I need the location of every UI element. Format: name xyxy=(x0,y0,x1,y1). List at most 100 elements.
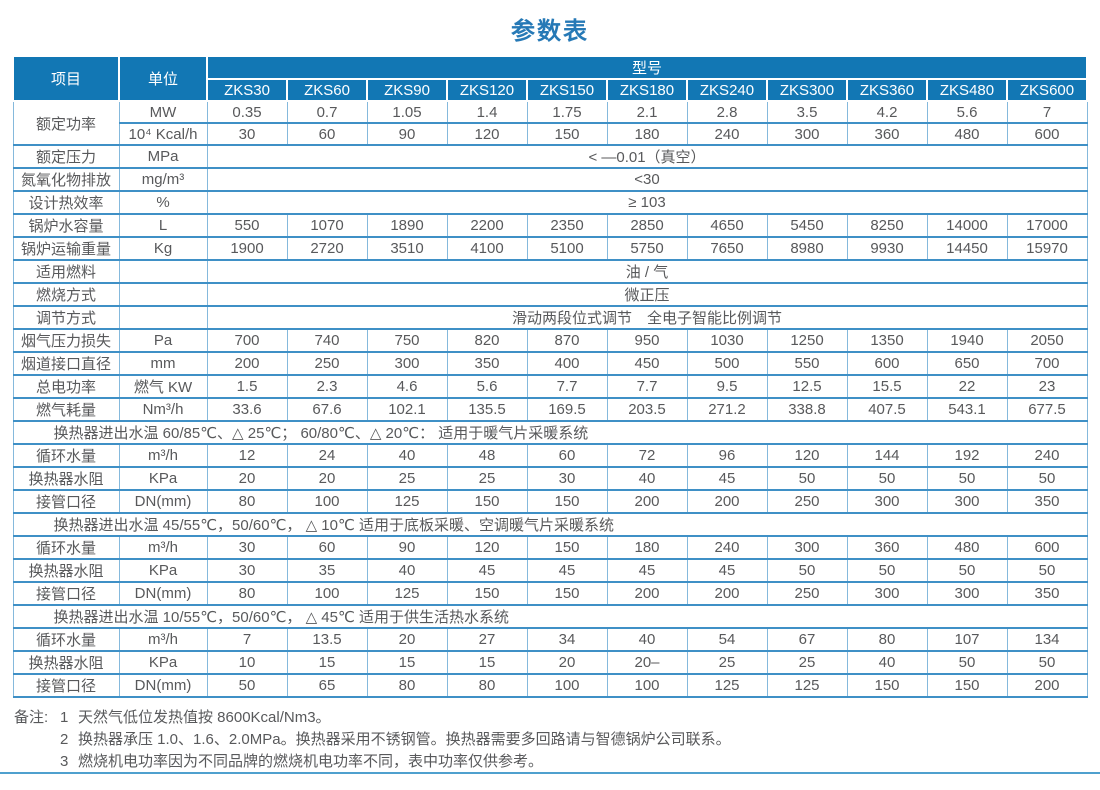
value-cell: 1030 xyxy=(686,328,768,353)
table-row: 接管口径 DN(mm) 80 100 125 150 150 200 200 250 300 30… xyxy=(12,489,1088,514)
value-cell: 450 xyxy=(606,351,688,376)
value-cell: 80 xyxy=(206,489,288,514)
value-cell: 80 xyxy=(366,673,448,698)
value-cell: 15 xyxy=(446,650,528,675)
value-cell: 1.4 xyxy=(446,100,528,124)
row-unit xyxy=(118,259,208,284)
value-cell: 1350 xyxy=(846,328,928,353)
value-cell: 50 xyxy=(846,558,928,583)
value-cell: 14000 xyxy=(926,213,1008,238)
value-cell: 50 xyxy=(206,673,288,698)
value-cell: 200 xyxy=(1006,673,1088,698)
value-cell: 250 xyxy=(766,489,848,514)
value-cell: 40 xyxy=(606,466,688,491)
value-cell: 25 xyxy=(446,466,528,491)
value-cell: 480 xyxy=(926,535,1008,560)
value-cell: 200 xyxy=(206,351,288,376)
value-cell: 23 xyxy=(1006,374,1088,399)
header-model-cell: ZKS240 xyxy=(686,78,768,102)
row-label: 总电功率 xyxy=(12,374,120,399)
row-unit: L xyxy=(118,213,208,238)
row-span-value: 滑动两段位式调节 全电子智能比例调节 xyxy=(206,305,1088,330)
row-unit: Nm³/h xyxy=(118,397,208,422)
value-cell: 100 xyxy=(526,673,608,698)
page-title: 参数表 xyxy=(511,18,589,45)
value-cell: 80 xyxy=(206,581,288,606)
value-cell: 72 xyxy=(606,443,688,468)
value-cell: 80 xyxy=(846,627,928,652)
table-row: 燃烧方式 微正压 xyxy=(12,282,1088,307)
value-cell: 30 xyxy=(206,122,288,146)
value-cell: 15970 xyxy=(1006,236,1088,261)
table-row: 烟气压力损失 Pa 700 740 750 820 870 950 1030 1250 1350… xyxy=(12,328,1088,353)
value-cell: 2.8 xyxy=(686,100,768,124)
value-cell: 2200 xyxy=(446,213,528,238)
header-model-cell: ZKS360 xyxy=(846,78,928,102)
table-row: 设计热效率 % ≥ 103 xyxy=(12,190,1088,215)
value-cell: 40 xyxy=(366,558,448,583)
value-cell: 107 xyxy=(926,627,1008,652)
value-cell: 870 xyxy=(526,328,608,353)
value-cell: 96 xyxy=(686,443,768,468)
value-cell: 550 xyxy=(206,213,288,238)
table-row: 总电功率 燃气 KW 1.5 2.3 4.6 5.6 7.7 7.7 9.5 12.5 15.5… xyxy=(12,374,1088,399)
value-cell: 2.3 xyxy=(286,374,368,399)
row-label: 烟气压力损失 xyxy=(12,328,120,353)
row-unit: KPa xyxy=(118,466,208,491)
row-unit: KPa xyxy=(118,558,208,583)
value-cell: 200 xyxy=(686,489,768,514)
value-cell: 2350 xyxy=(526,213,608,238)
value-cell: 240 xyxy=(686,535,768,560)
value-cell: 45 xyxy=(606,558,688,583)
value-cell: 90 xyxy=(366,122,448,146)
value-cell: 125 xyxy=(766,673,848,698)
value-cell: 50 xyxy=(766,558,848,583)
value-cell: 150 xyxy=(526,122,608,146)
row-span-value: < —0.01（真空） xyxy=(206,144,1088,169)
value-cell: 20 xyxy=(206,466,288,491)
table-row: 锅炉水容量 L 550 1070 1890 2200 2350 2850 4650 5450 8… xyxy=(12,213,1088,238)
value-cell: 7 xyxy=(1006,100,1088,124)
value-cell: 150 xyxy=(526,581,608,606)
section-row: 换热器进出水温 60/85℃、△ 25℃； 60/80℃、△ 20℃： 适用于暖… xyxy=(12,420,1088,445)
value-cell: 1.5 xyxy=(206,374,288,399)
table-row: 烟道接口直径 mm 200 250 300 350 400 450 500 550 600 650… xyxy=(12,351,1088,376)
table-row: 调节方式 滑动两段位式调节 全电子智能比例调节 xyxy=(12,305,1088,330)
value-cell: 120 xyxy=(766,443,848,468)
value-cell: 27 xyxy=(446,627,528,652)
value-cell: 4650 xyxy=(686,213,768,238)
row-unit: Pa xyxy=(118,328,208,353)
value-cell: 67.6 xyxy=(286,397,368,422)
value-cell: 750 xyxy=(366,328,448,353)
value-cell: 820 xyxy=(446,328,528,353)
table-header: 项目 单位 型号 ZKS30 ZKS60 ZKS90 ZKS120 ZKS150… xyxy=(12,55,1088,102)
value-cell: 180 xyxy=(606,535,688,560)
row-span-value: <30 xyxy=(206,167,1088,192)
row-label: 接管口径 xyxy=(12,581,120,606)
value-cell: 3510 xyxy=(366,236,448,261)
value-cell: 40 xyxy=(606,627,688,652)
table-row: 额定功率 MW 0.35 0.7 1.05 1.4 1.75 2.1 2.8 3.5 4.2 5.… xyxy=(12,100,1088,146)
row-label: 适用燃料 xyxy=(12,259,120,284)
value-cell: 8250 xyxy=(846,213,928,238)
note-text: 换热器承压 1.0、1.6、2.0MPa。换热器采用不锈钢管。换热器需要多回路请… xyxy=(78,731,731,748)
value-cell: 350 xyxy=(1006,581,1088,606)
value-cell: 169.5 xyxy=(526,397,608,422)
value-cell: 200 xyxy=(606,581,688,606)
header-model-cell: ZKS30 xyxy=(206,78,288,102)
value-cell: 15 xyxy=(286,650,368,675)
value-cell: 203.5 xyxy=(606,397,688,422)
table-row: 适用燃料 油 / 气 xyxy=(12,259,1088,284)
value-cell: 50 xyxy=(766,466,848,491)
header-top-row: 项目 单位 型号 xyxy=(12,55,1088,102)
value-cell: 12 xyxy=(206,443,288,468)
value-cell: 0.35 xyxy=(206,100,288,124)
value-cell: 40 xyxy=(846,650,928,675)
value-cell: 180 xyxy=(606,122,688,146)
row-unit: m³/h xyxy=(118,627,208,652)
row-unit: 燃气 KW xyxy=(118,374,208,399)
value-cell: 20 xyxy=(526,650,608,675)
value-cell: 8980 xyxy=(766,236,848,261)
table-row: 接管口径 DN(mm) 80 100 125 150 150 200 200 250 300 30… xyxy=(12,581,1088,606)
